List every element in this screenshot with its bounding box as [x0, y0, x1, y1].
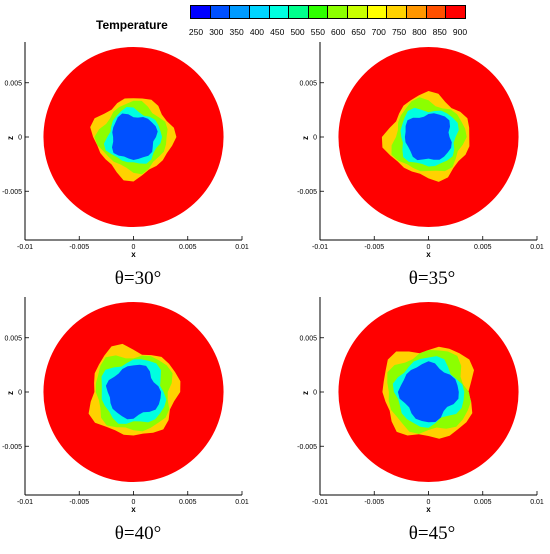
colorbar-tick-label: 500	[290, 27, 305, 37]
colorbar-segment	[407, 6, 427, 18]
colorbar-segment	[387, 6, 408, 18]
caption-theta-35: θ=35°	[408, 268, 456, 289]
colorbar-segment	[249, 6, 270, 18]
legend-title: Temperature	[96, 18, 168, 32]
colorbar-segment	[328, 6, 349, 18]
y-tick-label: 0.005	[299, 80, 317, 87]
colorbar-segment	[210, 6, 231, 18]
x-axis-label: x	[426, 505, 431, 514]
y-tick-label: 0.005	[4, 335, 22, 342]
x-tick-label: 0.01	[530, 244, 544, 251]
colorbar-segment	[289, 6, 309, 18]
y-tick-label: 0	[313, 135, 317, 142]
x-tick-label: 0.01	[235, 244, 249, 251]
colorbar-tick-label: 550	[310, 27, 325, 37]
colorbar-tick-label: 300	[209, 27, 224, 37]
y-tick-label: -0.005	[2, 444, 22, 451]
x-tick-label: 0	[427, 499, 431, 506]
caption-theta-40: θ=40°	[114, 523, 162, 544]
colorbar-segment	[348, 6, 368, 18]
contour-plot-theta-30: -0.01 -0.005 0 0.005 0.01 0.005 0 -0.005 x z	[2, 40, 249, 259]
x-tick-label: 0	[132, 499, 136, 506]
x-tick-label: -0.01	[312, 499, 328, 506]
x-tick-label: -0.005	[69, 244, 89, 251]
contour-band-300	[404, 113, 452, 161]
x-axis-label: x	[131, 505, 136, 514]
colorbar-segment	[230, 6, 250, 18]
colorbar	[190, 5, 466, 19]
y-tick-label: -0.005	[297, 189, 317, 196]
colorbar-tick-label: 750	[391, 27, 407, 37]
x-tick-label: 0	[132, 244, 136, 251]
colorbar-tick-label: 700	[371, 27, 386, 37]
colorbar-tick-label: 250	[188, 27, 204, 37]
contour-svg: -0.01 -0.005 0 0.005 0.01 0.005 0 -0.005 x z	[2, 42, 249, 259]
colorbar-segment	[308, 6, 329, 18]
x-tick-label: 0.005	[474, 244, 492, 251]
x-tick-label: 0.01	[530, 499, 544, 506]
colorbar-segment	[446, 6, 465, 18]
y-axis-label: z	[6, 391, 15, 395]
colorbar-tick-label: 800	[412, 27, 427, 37]
contour-svg: -0.01 -0.005 0 0.005 0.01 0.005 0 -0.005 x z	[2, 297, 249, 514]
y-tick-label: 0.005	[299, 335, 317, 342]
y-tick-label: 0	[18, 390, 22, 397]
colorbar-tick-label: 600	[331, 27, 346, 37]
caption-theta-45: θ=45°	[408, 523, 456, 544]
y-tick-label: -0.005	[2, 189, 22, 196]
x-tick-label: -0.005	[69, 499, 89, 506]
contour-plot-theta-35: -0.01 -0.005 0 0.005 0.01 0.005 0 -0.005 x z	[297, 40, 544, 259]
colorbar-segment	[269, 6, 290, 18]
colorbar-segment	[191, 6, 211, 18]
y-tick-label: 0	[18, 135, 22, 142]
x-tick-label: -0.01	[17, 244, 33, 251]
contour-svg: -0.01 -0.005 0 0.005 0.01 0.005 0 -0.005 x z	[297, 42, 544, 259]
contour-band-300	[112, 113, 158, 160]
contour-plot-theta-40: -0.01 -0.005 0 0.005 0.01 0.005 0 -0.005 x z	[2, 295, 249, 514]
colorbar-segment	[426, 6, 447, 18]
colorbar-tick-label: 350	[229, 27, 244, 37]
colorbar-segment	[367, 6, 388, 18]
contour-plot-theta-45: -0.01 -0.005 0 0.005 0.01 0.005 0 -0.005 x z	[297, 295, 544, 514]
y-tick-label: 0.005	[4, 80, 22, 87]
contour-svg: -0.01 -0.005 0 0.005 0.01 0.005 0 -0.005 x z	[297, 297, 544, 514]
y-tick-label: -0.005	[297, 444, 317, 451]
x-tick-label: 0	[427, 244, 431, 251]
x-tick-label: -0.005	[364, 244, 384, 251]
caption-theta-30: θ=30°	[114, 268, 162, 289]
x-tick-label: -0.01	[312, 244, 328, 251]
x-tick-label: 0.005	[179, 244, 197, 251]
y-axis-label: z	[301, 136, 310, 140]
contour-band-300	[397, 361, 459, 423]
y-tick-label: 0	[313, 390, 317, 397]
x-axis-label: x	[131, 250, 136, 259]
colorbar-tick-label: 900	[452, 27, 468, 37]
contour-band-300	[105, 364, 162, 420]
y-axis-label: z	[6, 136, 15, 140]
x-tick-label: 0.01	[235, 499, 249, 506]
y-axis-label: z	[301, 391, 310, 395]
x-tick-label: 0.005	[474, 499, 492, 506]
x-axis-label: x	[426, 250, 431, 259]
colorbar-tick-label: 650	[351, 27, 366, 37]
colorbar-tick-label: 450	[270, 27, 285, 37]
x-tick-label: 0.005	[179, 499, 197, 506]
colorbar-tick-label: 850	[432, 27, 447, 37]
x-tick-label: -0.005	[364, 499, 384, 506]
colorbar-tick-label: 400	[249, 27, 265, 37]
x-tick-label: -0.01	[17, 499, 33, 506]
